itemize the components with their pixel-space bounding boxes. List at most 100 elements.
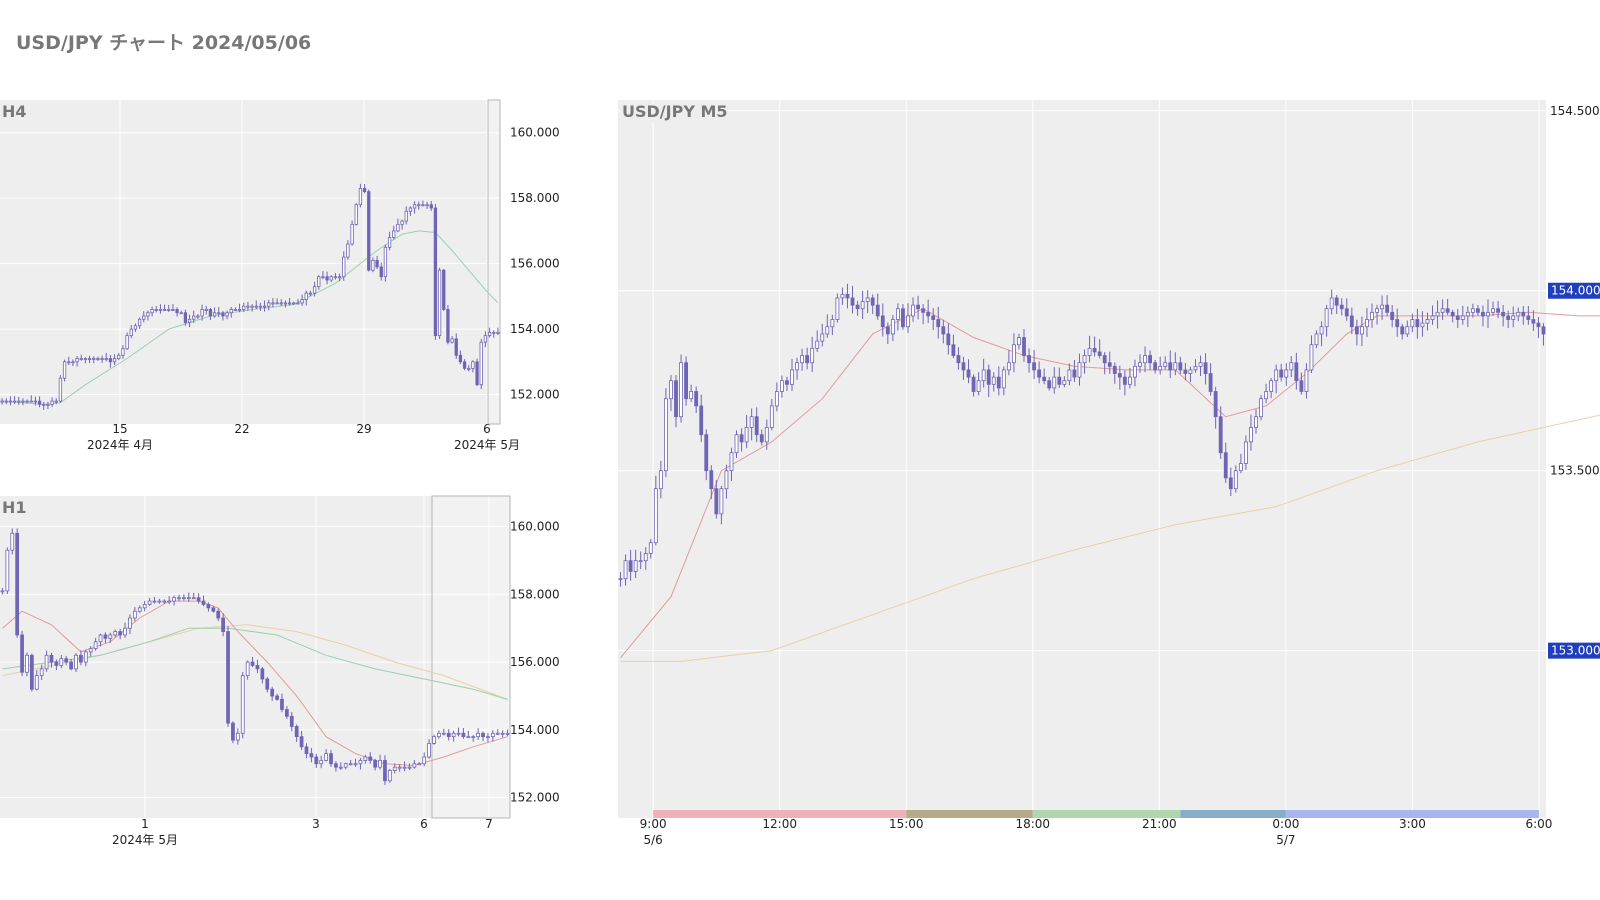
h4-candle [142,311,146,323]
m5-candle [1284,363,1289,386]
h1-candle [368,752,373,764]
m5-candle [1168,350,1173,379]
h4-candle [229,307,233,318]
m5-candle [1309,335,1314,373]
m5-candle [729,447,734,481]
m5-candle [1244,435,1248,470]
h1-title-bg [0,499,26,518]
m5-candle [840,287,845,305]
m5-candle [946,323,951,355]
h1-candle [177,594,181,602]
m5-candle [1425,312,1430,331]
h4-candle [437,267,442,340]
h4-candle [25,399,29,404]
m5-candle [845,283,850,309]
h4-candle [404,206,408,225]
h1-candle [152,597,157,604]
h1-candle [397,763,402,772]
m5-candle [896,303,900,331]
h4-x-tick-sublabel: 2024年 5月 [454,438,520,452]
m5-candle [1365,308,1369,337]
h4-candle [242,302,246,313]
m5-candle [739,428,744,452]
h1-candle [113,629,118,638]
m5-candle [1027,348,1031,373]
m5-candle [754,407,759,443]
m5-candle [1455,308,1460,328]
m5-candle [1299,372,1304,395]
h4-candle [483,331,488,348]
h4-candle [346,240,350,260]
h4-candle [267,299,271,311]
m5-price-badge-label: 153.000 [1551,644,1600,658]
h4-candle [317,275,321,290]
h4-candle [133,323,138,332]
m5-candle [931,308,936,331]
m5-candle [1349,307,1354,335]
h1-x-tick-label: 1 [141,817,149,831]
h4-candle [467,365,471,372]
h4-candle [21,398,25,406]
h1-candle [49,652,54,668]
m5-candle [1223,442,1228,483]
m5-candle [1122,370,1127,396]
h4-candle [433,203,438,340]
m5-candle [1238,453,1243,474]
h4-candle [412,201,417,214]
h1-candle [245,660,250,680]
h4-candle [187,314,192,328]
h4-candle [329,275,333,283]
m5-candle [820,323,825,347]
m5-candle [1526,305,1531,325]
m5-candle [1264,383,1268,404]
m5-candle [1097,339,1102,359]
h1-candle [486,733,490,743]
h4-candle [458,350,463,365]
h1-candle [142,600,147,612]
h1-candle [476,728,480,741]
h1-candle [39,664,44,680]
m5-candle [800,348,805,371]
h1-candle [54,659,59,671]
m5-candle [734,430,739,459]
m5-candle [1269,377,1274,399]
m5-candle [679,354,683,423]
m5-candle [664,388,668,478]
h1-candle [304,743,309,759]
m5-candle [1531,310,1536,331]
h1-candle [196,593,201,604]
m5-candle [911,297,915,322]
m5-candle [684,356,689,406]
h1-candle [407,763,412,770]
h4-candle [96,356,100,361]
h1-candle [260,667,265,684]
page-title: USD/JPY チャート 2024/05/06 [16,32,312,54]
m5-candle [1158,356,1163,375]
m5-candle [966,359,971,384]
h1-candle [432,734,436,745]
m5-candle [689,384,694,403]
h1-candle [505,729,510,737]
h1-candle [417,762,422,766]
m5-candle [1072,359,1077,382]
h1-candle [358,757,363,770]
h1-candle [5,547,10,595]
h4-current-window [487,99,501,425]
m5-candle [1375,304,1379,325]
h1-candle [98,633,103,647]
h4-candle [375,255,379,270]
m5-candle [764,419,769,450]
m5-candle [880,303,885,337]
h1-y-tick-label: 154.000 [510,723,560,737]
m5-candle [1183,362,1188,381]
h4-candle [217,307,221,318]
m5-candle [1329,289,1334,315]
h4-candle [158,304,163,314]
h1-candle [44,650,49,672]
h1-candle [471,735,476,742]
h4-candle [475,358,479,387]
m5-candle [1067,363,1072,386]
h4-candle [333,272,338,280]
h4-candle [104,352,108,362]
h4-candle [429,200,433,211]
